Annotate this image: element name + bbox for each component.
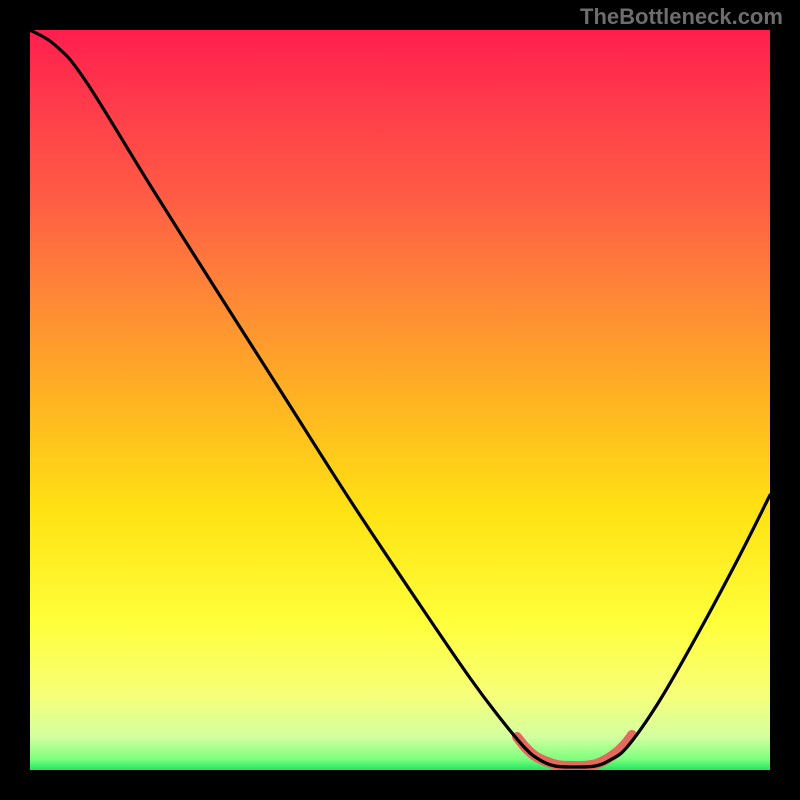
watermark-text: TheBottleneck.com bbox=[580, 4, 783, 30]
chart-plot-area bbox=[30, 30, 770, 770]
chart-svg bbox=[30, 30, 770, 770]
gradient-background bbox=[30, 30, 770, 770]
